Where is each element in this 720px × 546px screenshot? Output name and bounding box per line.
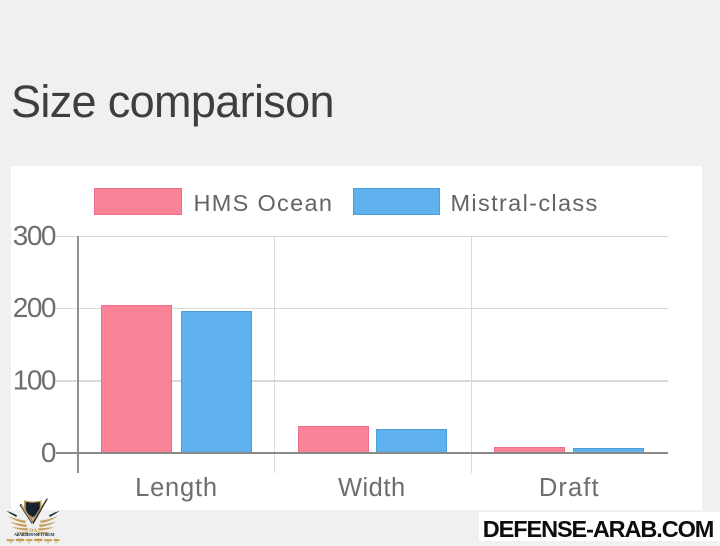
- svg-text:ARAB DEFENSE FORUM: ARAB DEFENSE FORUM: [14, 532, 55, 537]
- svg-text:DA: DA: [29, 528, 37, 534]
